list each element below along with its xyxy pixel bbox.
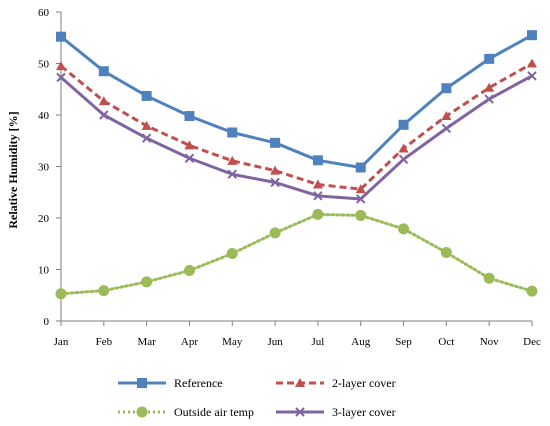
legend: Reference 2-layer cover Outside air temp 3-… — [118, 376, 396, 419]
data-point — [356, 194, 366, 204]
legend-label: Outside air temp — [174, 405, 254, 419]
data-point — [184, 111, 195, 122]
x-tick-label: Feb — [96, 336, 113, 348]
data-point — [227, 155, 238, 165]
data-point — [484, 82, 495, 92]
x-tick-label: Nov — [480, 336, 499, 348]
x-tick-label: Apr — [181, 336, 198, 348]
data-point — [440, 247, 452, 259]
data-point — [398, 119, 409, 130]
data-point — [56, 72, 66, 83]
y-tick-label: 0 — [44, 316, 50, 328]
legend-entry: 3-layer cover — [276, 405, 396, 419]
data-point — [98, 96, 109, 106]
series-line-3-layer-cover — [60, 74, 533, 201]
data-point — [313, 191, 323, 201]
data-point — [227, 127, 238, 138]
y-tick-label: 20 — [38, 213, 50, 225]
series-line-outside-air-temp — [59, 212, 534, 296]
legend-marker — [136, 406, 148, 418]
data-point — [312, 155, 323, 166]
x-tick-label: May — [222, 336, 243, 348]
y-tick-label: 50 — [38, 59, 50, 71]
data-point — [484, 53, 495, 64]
data-point — [483, 272, 495, 284]
data-point — [99, 110, 109, 120]
data-point — [183, 265, 195, 277]
data-point — [527, 30, 537, 41]
data-point — [527, 71, 537, 81]
x-tick-label: Jul — [311, 336, 324, 348]
x-tick-label: Oct — [438, 336, 454, 348]
y-tick-label: 60 — [38, 7, 50, 19]
data-point — [55, 288, 67, 300]
data-point — [312, 179, 323, 189]
data-point — [312, 208, 324, 220]
data-point — [441, 83, 452, 94]
data-point — [441, 123, 452, 134]
data-point — [141, 133, 152, 143]
x-tick-label: Mar — [137, 336, 156, 348]
y-tick-label: 30 — [38, 162, 50, 174]
legend-entry: 2-layer cover — [276, 376, 396, 390]
data-point — [398, 143, 409, 153]
legend-label: 3-layer cover — [332, 405, 396, 419]
data-point — [56, 31, 66, 42]
data-point — [270, 177, 280, 188]
data-point — [484, 94, 494, 104]
data-point — [141, 276, 153, 288]
data-point — [526, 285, 538, 297]
legend-marker — [295, 407, 305, 417]
series-line-reference — [60, 33, 533, 170]
x-tick-label: Dec — [523, 336, 541, 348]
data-point — [226, 248, 238, 260]
data-point — [355, 184, 366, 194]
data-point — [355, 162, 366, 173]
legend-entry: Reference — [118, 376, 223, 390]
data-point — [270, 137, 281, 148]
x-tick-label: Jan — [54, 336, 69, 348]
data-point — [227, 169, 237, 179]
data-point — [398, 154, 409, 164]
data-point — [441, 111, 452, 121]
x-tick-label: Aug — [351, 336, 370, 348]
data-point — [141, 90, 152, 101]
x-tick-label: Jun — [267, 336, 283, 348]
data-point — [184, 140, 195, 150]
data-point — [98, 66, 109, 77]
data-point — [98, 285, 110, 297]
y-tick-label: 10 — [38, 265, 50, 277]
data-point — [184, 153, 195, 163]
y-tick-label: 40 — [38, 110, 50, 122]
legend-marker — [137, 378, 147, 388]
legend-marker — [295, 378, 305, 387]
data-point — [355, 209, 367, 221]
data-point — [269, 227, 281, 239]
y-axis-label: Relative Humidity [%] — [6, 111, 20, 228]
data-point — [398, 223, 410, 235]
legend-label: 2-layer cover — [332, 376, 396, 390]
legend-entry: Outside air temp — [118, 405, 254, 419]
data-point — [56, 61, 66, 71]
x-tick-label: Sep — [395, 336, 412, 348]
legend-label: Reference — [174, 376, 223, 390]
plot-area: 0 10 20 30 40 50 60 Jan Feb Mar Apr May Jun Jul Aug Sep… — [38, 7, 541, 348]
data-point — [141, 120, 152, 130]
data-point — [270, 165, 281, 175]
data-point — [527, 58, 537, 68]
series-line-2-layer-cover — [60, 62, 533, 191]
